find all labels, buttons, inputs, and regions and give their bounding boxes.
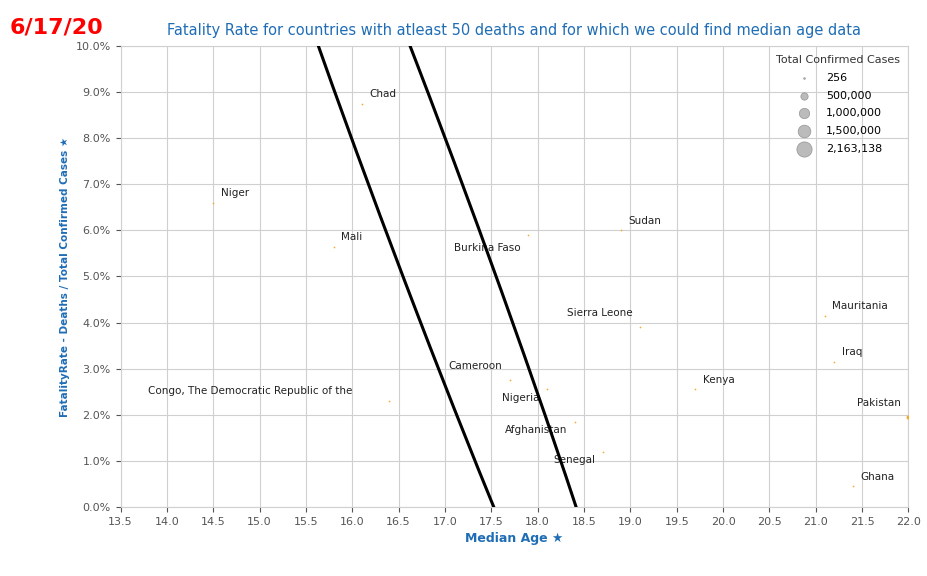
Point [206, 198, 221, 207]
Point [354, 99, 369, 108]
Point [567, 417, 582, 426]
Text: Ghana: Ghana [860, 472, 895, 482]
Text: Pakistan: Pakistan [857, 398, 901, 408]
Text: Mauritania: Mauritania [832, 301, 888, 311]
Point [540, 385, 554, 394]
Text: 6/17/20: 6/17/20 [9, 17, 103, 37]
Text: Sudan: Sudan [629, 216, 661, 226]
Text: Chad: Chad [369, 89, 396, 99]
Point [595, 447, 610, 456]
Text: Burkina Faso: Burkina Faso [454, 244, 521, 253]
Point [632, 323, 647, 332]
Y-axis label: FatalityRate - Deaths / Total Confirmed Cases ★: FatalityRate - Deaths / Total Confirmed … [60, 137, 70, 416]
Point [688, 385, 703, 394]
Text: Kenya: Kenya [703, 375, 734, 385]
Text: Congo, The Democratic Republic of the: Congo, The Democratic Republic of the [148, 386, 352, 396]
X-axis label: Median Age ★: Median Age ★ [465, 532, 564, 545]
Text: Sierra Leone: Sierra Leone [566, 308, 632, 318]
Text: Iraq: Iraq [842, 347, 862, 357]
Text: Senegal: Senegal [553, 456, 595, 465]
Point [502, 376, 517, 385]
Title: Fatality Rate for countries with atleast 50 deaths and for which we could find m: Fatality Rate for countries with atleast… [168, 23, 861, 38]
Text: Nigeria: Nigeria [502, 393, 540, 403]
Point [827, 357, 842, 366]
Text: Afghanistan: Afghanistan [505, 426, 567, 435]
Point [901, 412, 916, 422]
Text: Mali: Mali [341, 232, 362, 242]
Point [614, 226, 629, 235]
Point [326, 242, 341, 251]
Point [521, 230, 536, 240]
Point [845, 482, 860, 491]
Point [818, 311, 832, 320]
Point [382, 396, 397, 406]
Legend: 256, 500,000, 1,000,000, 1,500,000, 2,163,138: 256, 500,000, 1,000,000, 1,500,000, 2,16… [772, 52, 903, 157]
Text: Niger: Niger [221, 188, 248, 198]
Text: Cameroon: Cameroon [449, 361, 502, 371]
